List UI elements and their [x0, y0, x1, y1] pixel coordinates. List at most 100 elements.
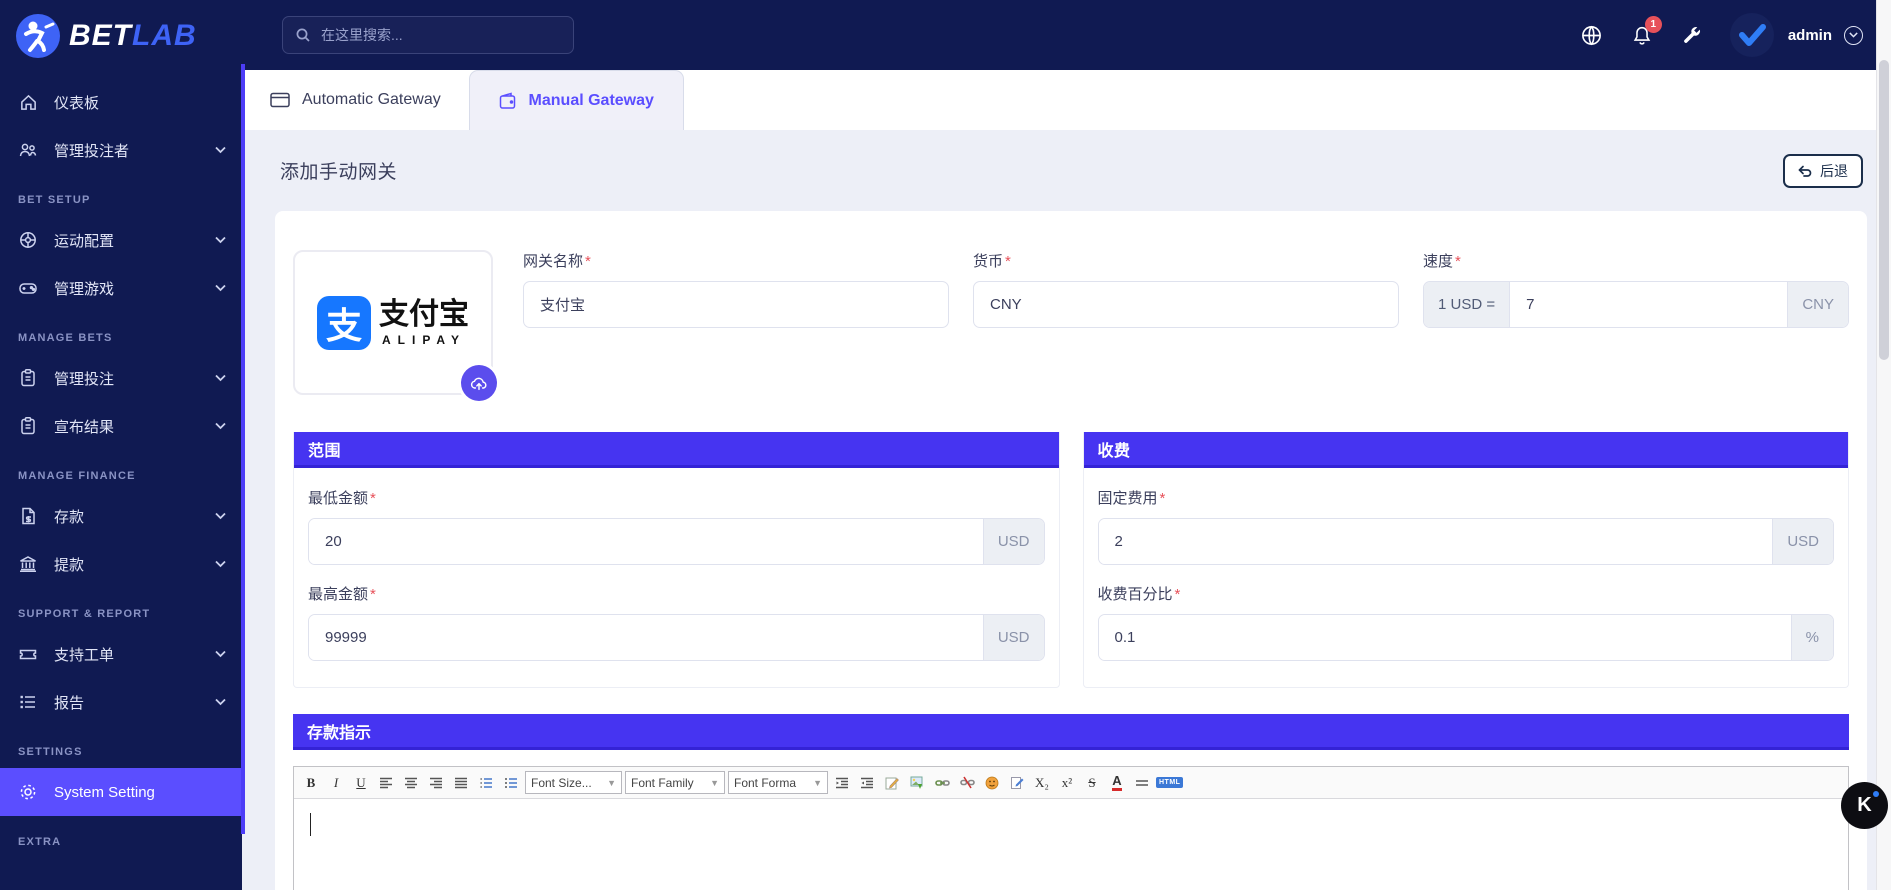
sidebar-section-settings: SETTINGS — [18, 746, 83, 758]
language-globe-icon[interactable] — [1580, 23, 1604, 47]
brand-bet: BET — [69, 19, 132, 52]
tab-manual-gateway[interactable]: Manual Gateway — [468, 70, 684, 130]
sidebar-item-dashboard[interactable]: 仪表板 — [0, 78, 242, 126]
sidebar-item-label: 仪表板 — [54, 94, 100, 112]
dropdown-caret-icon: ▼ — [607, 777, 616, 788]
sidebar-item-label: System Setting — [54, 783, 155, 801]
gateway-name-input[interactable] — [523, 281, 949, 328]
subscript-button[interactable]: X₂ — [1035, 774, 1049, 790]
edit-pencil-icon[interactable] — [881, 772, 903, 794]
notifications-bell-icon[interactable]: 1 — [1630, 16, 1662, 47]
bank-icon — [18, 554, 38, 574]
alipay-name-cn: 支付宝 — [379, 298, 469, 331]
percent-charge-input[interactable] — [1098, 615, 1791, 660]
ticket-icon — [18, 644, 38, 664]
users-icon — [18, 140, 38, 160]
alipay-name-en: ALIPAY — [381, 333, 466, 347]
font-color-button[interactable]: A — [1106, 772, 1128, 794]
brand-logo[interactable]: BETLAB — [0, 0, 242, 68]
align-left-button[interactable] — [375, 772, 397, 794]
percent-charge-label: 收费百分比 * — [1097, 586, 1181, 603]
currency-input[interactable] — [973, 281, 1399, 328]
chevron-down-icon — [215, 146, 226, 154]
emoji-icon[interactable] — [981, 772, 1003, 794]
back-button[interactable]: 后退 — [1783, 153, 1863, 188]
page-scrollbar[interactable] — [1876, 0, 1891, 890]
sidebar-item-reports[interactable]: 报告 — [0, 678, 242, 726]
instruction-section: 存款指示 B I U Font Size... ▼ Font Family ▼ — [293, 714, 1849, 890]
fixed-charge-suffix: USD — [1772, 519, 1833, 564]
sidebar-item-manage-bettors[interactable]: 管理投注者 — [0, 126, 242, 174]
min-amount-label: 最低金额 * — [308, 490, 376, 507]
deposit-file-icon — [18, 506, 38, 526]
rate-input[interactable] — [1510, 282, 1788, 327]
required-mark: * — [1005, 253, 1011, 270]
sidebar-item-manage-games[interactable]: 管理游戏 — [0, 264, 242, 312]
helper-widget-button[interactable]: K — [1841, 782, 1888, 829]
max-amount-input[interactable] — [309, 615, 983, 660]
gateway-logo-box: 支 支付宝 ALIPAY — [293, 250, 497, 401]
sidebar-item-withdrawals[interactable]: 提款 — [0, 540, 242, 588]
editor-body[interactable] — [294, 799, 1848, 890]
underline-button[interactable]: U — [356, 774, 366, 790]
font-size-dropdown[interactable]: Font Size... ▼ — [525, 771, 622, 794]
edit-page-icon[interactable] — [1006, 772, 1028, 794]
fixed-charge-input[interactable] — [1098, 519, 1773, 564]
search-input[interactable] — [321, 27, 561, 43]
font-family-dropdown[interactable]: Font Family ▼ — [625, 771, 725, 794]
chevron-down-icon — [215, 698, 226, 706]
helper-widget-letter: K — [1857, 794, 1872, 816]
indent-button[interactable] — [856, 772, 878, 794]
align-justify-button[interactable] — [450, 772, 472, 794]
sidebar-scrollbar[interactable] — [241, 64, 245, 834]
scrollbar-thumb[interactable] — [1879, 60, 1889, 360]
ordered-list-button[interactable] — [475, 772, 497, 794]
font-format-dropdown[interactable]: Font Forma ▼ — [728, 771, 828, 794]
sidebar-section-support-report: SUPPORT & REPORT — [18, 608, 151, 620]
sidebar-item-manage-bets[interactable]: 管理投注 — [0, 354, 242, 402]
bold-button[interactable]: B — [306, 774, 316, 790]
align-center-button[interactable] — [400, 772, 422, 794]
horizontal-rule-button[interactable] — [1131, 772, 1153, 794]
user-avatar[interactable] — [1729, 13, 1774, 57]
sidebar-item-label: 宣布结果 — [54, 418, 115, 436]
wallet-icon — [499, 91, 517, 110]
strikethrough-button[interactable]: S — [1088, 774, 1096, 790]
main-content: Automatic Gateway Manual Gateway 添加手动网关 … — [242, 70, 1891, 890]
home-icon — [18, 92, 38, 112]
sidebar-item-deposits[interactable]: 存款 — [0, 492, 242, 540]
search-box[interactable] — [282, 16, 574, 54]
outdent-button[interactable] — [831, 772, 853, 794]
brand-name: BETLAB — [69, 19, 197, 53]
required-mark: * — [1455, 253, 1461, 270]
insert-image-icon[interactable] — [906, 772, 928, 794]
superscript-button[interactable]: x² — [1061, 774, 1073, 790]
sidebar-section-manage-bets: MANAGE BETS — [18, 332, 113, 344]
chevron-down-icon — [215, 284, 226, 292]
html-source-button[interactable]: HTML — [1156, 772, 1184, 794]
tools-wrench-icon[interactable] — [1680, 23, 1704, 47]
chevron-down-icon — [215, 512, 226, 520]
gateway-name-field: 网关名称 * — [523, 250, 949, 328]
tab-label: Manual Gateway — [528, 91, 654, 109]
sidebar-item-system-setting[interactable]: System Setting — [0, 768, 242, 816]
range-section: 范围 最低金额* USD 最高金额* USD — [293, 432, 1060, 688]
min-amount-input[interactable] — [309, 519, 983, 564]
italic-button[interactable]: I — [333, 774, 339, 790]
align-right-button[interactable] — [425, 772, 447, 794]
upload-logo-button[interactable] — [461, 365, 497, 401]
gateway-top-row: 支 支付宝 ALIPAY 网关名称* 货币* — [293, 250, 1849, 401]
unordered-list-button[interactable] — [500, 772, 522, 794]
range-section-body: 最低金额* USD 最高金额* USD — [294, 468, 1059, 687]
sidebar-section-bet-setup: BET SETUP — [18, 194, 91, 206]
insert-link-icon[interactable] — [931, 772, 953, 794]
credit-card-icon — [270, 92, 290, 108]
sidebar-item-support-tickets[interactable]: 支持工单 — [0, 630, 242, 678]
sidebar-item-sport-config[interactable]: 运动配置 — [0, 216, 242, 264]
charge-section: 收费 固定费用* USD 收费百分比* % — [1082, 432, 1849, 688]
sidebar-item-declare-results[interactable]: 宣布结果 — [0, 402, 242, 450]
min-amount-group: USD — [308, 518, 1045, 565]
unlink-icon[interactable] — [956, 772, 978, 794]
tab-automatic-gateway[interactable]: Automatic Gateway — [242, 70, 469, 130]
user-menu-chevron-icon[interactable] — [1844, 25, 1863, 45]
